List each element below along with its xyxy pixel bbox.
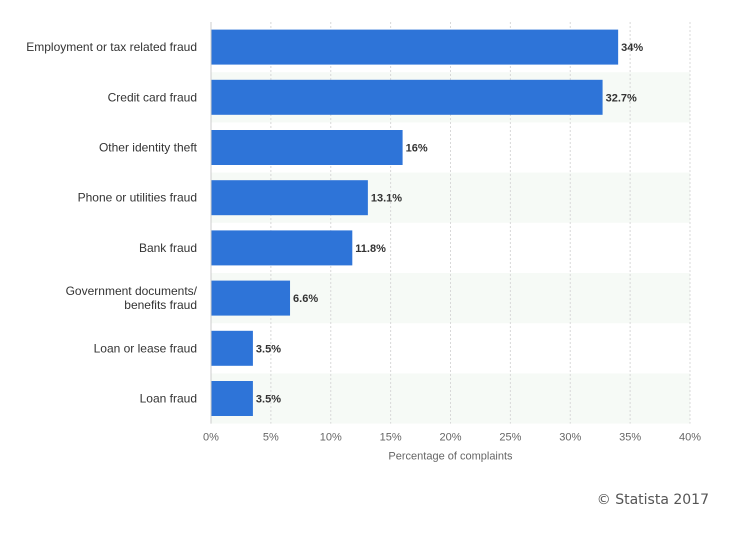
bar bbox=[211, 330, 253, 366]
value-labels: 34% 32.7% 16% 13.1% 11.8% 6.6% 3.5% 3.5% bbox=[256, 42, 643, 405]
category-label: Employment or tax related fraud bbox=[26, 40, 197, 54]
category-label: Loan fraud bbox=[140, 392, 197, 406]
bars bbox=[211, 29, 619, 416]
bar bbox=[211, 180, 368, 216]
bar bbox=[211, 280, 291, 316]
bar bbox=[211, 29, 619, 65]
value-label: 16% bbox=[406, 143, 428, 155]
bar bbox=[211, 130, 403, 165]
bar bbox=[211, 79, 603, 115]
tick-label: 20% bbox=[439, 432, 461, 444]
statista-credit[interactable]: © Statista 2017 bbox=[596, 492, 709, 508]
tick-label: 10% bbox=[320, 432, 342, 444]
value-label: 3.5% bbox=[256, 343, 281, 355]
value-label: 6.6% bbox=[293, 293, 318, 305]
tick-label: 40% bbox=[679, 432, 701, 444]
tick-label: 5% bbox=[263, 432, 279, 444]
bar bbox=[211, 230, 353, 266]
x-axis-ticks: 0% 5% 10% 15% 20% 25% 30% 35% 40% bbox=[203, 432, 701, 444]
category-label: Phone or utilities fraud bbox=[78, 191, 197, 205]
x-axis-title: Percentage of complaints bbox=[388, 451, 513, 463]
tick-label: 30% bbox=[559, 432, 581, 444]
category-label: Loan or lease fraud bbox=[94, 341, 197, 355]
value-label: 11.8% bbox=[355, 243, 386, 255]
category-label: Bank fraud bbox=[139, 241, 197, 255]
value-label: 3.5% bbox=[256, 394, 281, 406]
tick-label: 35% bbox=[619, 432, 641, 444]
gridlines bbox=[270, 22, 691, 424]
tick-label: 25% bbox=[499, 432, 521, 444]
tick-label: 0% bbox=[203, 432, 219, 444]
value-label: 34% bbox=[621, 42, 643, 54]
category-labels: Employment or tax related fraud Credit ca… bbox=[26, 40, 197, 405]
value-label: 13.1% bbox=[371, 193, 402, 205]
tick-label: 15% bbox=[380, 432, 402, 444]
bar bbox=[211, 381, 253, 416]
category-label: Other identity theft bbox=[99, 141, 198, 155]
value-label: 32.7% bbox=[606, 92, 637, 104]
category-label: Credit card fraud bbox=[108, 90, 197, 104]
category-label: Government documents/benefits fraud bbox=[66, 284, 198, 312]
